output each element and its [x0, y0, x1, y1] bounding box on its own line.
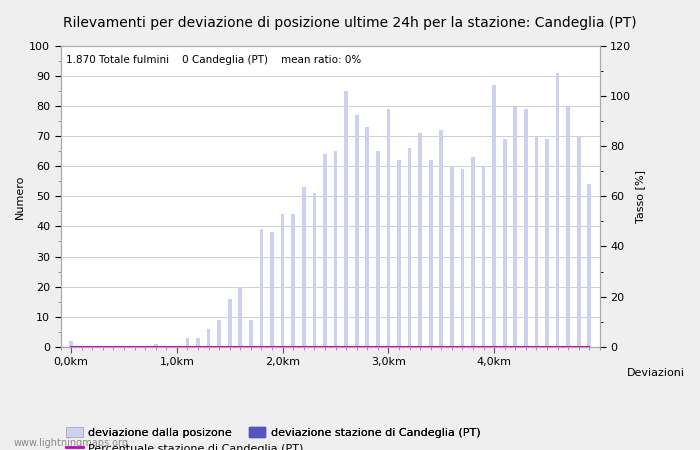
Bar [291, 214, 295, 347]
Bar [492, 85, 496, 347]
Bar [524, 109, 528, 347]
Text: 1.870 Totale fulmini    0 Candeglia (PT)    mean ratio: 0%: 1.870 Totale fulmini 0 Candeglia (PT) me… [66, 55, 361, 65]
Bar [397, 160, 401, 347]
Bar [69, 341, 73, 347]
Bar [386, 109, 390, 347]
Bar [312, 194, 316, 347]
Bar [376, 151, 379, 347]
Text: Rilevamenti per deviazione di posizione ultime 24h per la stazione: Candeglia (P: Rilevamenti per deviazione di posizione … [63, 16, 637, 30]
Bar [535, 136, 538, 347]
Bar [577, 136, 580, 347]
Bar [323, 154, 327, 347]
Bar [587, 184, 592, 347]
Bar [239, 287, 242, 347]
Y-axis label: Tasso [%]: Tasso [%] [636, 170, 645, 223]
Bar [249, 320, 253, 347]
Bar [440, 130, 443, 347]
Bar [513, 106, 517, 347]
Text: www.lightningmaps.org: www.lightningmaps.org [14, 438, 129, 448]
Bar [429, 160, 433, 347]
Bar [566, 106, 570, 347]
Bar [228, 299, 232, 347]
Bar [419, 133, 422, 347]
Bar [450, 166, 454, 347]
Bar [206, 328, 211, 347]
Bar [260, 230, 263, 347]
Bar [302, 187, 306, 347]
Bar [344, 91, 348, 347]
Bar [196, 338, 200, 347]
Bar [281, 214, 284, 347]
Bar [355, 115, 358, 347]
Bar [482, 166, 485, 347]
Bar [503, 139, 507, 347]
Bar [407, 148, 412, 347]
Bar [217, 320, 221, 347]
Y-axis label: Numero: Numero [15, 174, 25, 219]
Bar [270, 233, 274, 347]
Bar [334, 151, 337, 347]
Bar [471, 158, 475, 347]
Bar [365, 127, 369, 347]
Text: Deviazioni: Deviazioni [626, 368, 685, 378]
Bar [545, 139, 549, 347]
Bar [556, 73, 559, 347]
Bar [186, 338, 189, 347]
Bar [154, 344, 158, 347]
Legend: deviazione dalla posizone, deviazione stazione di Candeglia (PT): deviazione dalla posizone, deviazione st… [62, 423, 485, 442]
Bar [461, 169, 464, 347]
Legend: Percentuale stazione di Candeglia (PT): Percentuale stazione di Candeglia (PT) [62, 439, 308, 450]
